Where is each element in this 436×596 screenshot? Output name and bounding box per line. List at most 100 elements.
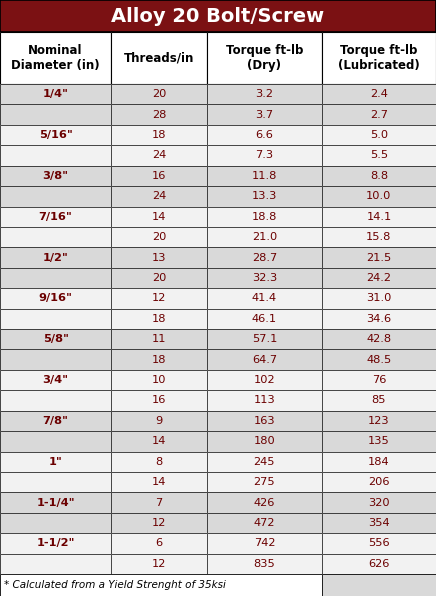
Bar: [207, 125, 322, 145]
Bar: [322, 574, 436, 596]
Text: 18: 18: [152, 355, 167, 365]
Bar: [0, 206, 111, 227]
Bar: [111, 554, 207, 574]
Text: 24: 24: [152, 150, 166, 160]
Text: 14: 14: [152, 477, 166, 487]
Bar: [111, 186, 207, 206]
Bar: [111, 247, 207, 268]
Text: 5.5: 5.5: [370, 150, 388, 160]
Bar: [322, 513, 436, 533]
Bar: [0, 247, 111, 268]
Text: 20: 20: [152, 273, 166, 283]
Bar: [207, 309, 322, 329]
Text: 16: 16: [152, 396, 166, 405]
Bar: [0, 329, 111, 349]
Text: 135: 135: [368, 436, 390, 446]
Bar: [322, 186, 436, 206]
Bar: [207, 186, 322, 206]
Bar: [207, 370, 322, 390]
Bar: [207, 431, 322, 452]
Bar: [322, 349, 436, 370]
Bar: [111, 309, 207, 329]
Text: 6: 6: [156, 538, 163, 548]
Bar: [322, 206, 436, 227]
Bar: [111, 492, 207, 513]
Text: 11: 11: [152, 334, 167, 344]
Bar: [207, 125, 322, 145]
Text: 1-1/2": 1-1/2": [36, 538, 75, 548]
Bar: [207, 32, 322, 84]
Bar: [0, 349, 111, 370]
Bar: [207, 390, 322, 411]
Bar: [111, 309, 207, 329]
Bar: [0, 492, 111, 513]
Bar: [207, 349, 322, 370]
Text: 42.8: 42.8: [366, 334, 392, 344]
Bar: [111, 431, 207, 452]
Bar: [322, 452, 436, 472]
Text: 31.0: 31.0: [366, 293, 392, 303]
Text: 16: 16: [152, 171, 166, 181]
Bar: [0, 452, 111, 472]
Bar: [0, 32, 111, 84]
Bar: [322, 247, 436, 268]
Text: 626: 626: [368, 559, 390, 569]
Bar: [207, 145, 322, 166]
Bar: [0, 390, 111, 411]
Bar: [111, 452, 207, 472]
Bar: [322, 227, 436, 247]
Text: 12: 12: [152, 559, 166, 569]
Bar: [0, 227, 111, 247]
Text: 275: 275: [254, 477, 275, 487]
Bar: [0, 186, 111, 206]
Text: 5/16": 5/16": [39, 130, 72, 140]
Bar: [111, 186, 207, 206]
Bar: [0, 32, 111, 84]
Bar: [322, 84, 436, 104]
Bar: [111, 268, 207, 288]
Bar: [0, 166, 111, 186]
Bar: [111, 104, 207, 125]
Bar: [0, 472, 111, 492]
Bar: [0, 554, 111, 574]
Bar: [207, 247, 322, 268]
Bar: [207, 533, 322, 554]
Bar: [207, 268, 322, 288]
Bar: [207, 309, 322, 329]
Bar: [111, 227, 207, 247]
Bar: [0, 349, 111, 370]
Bar: [0, 125, 111, 145]
Bar: [0, 0, 436, 32]
Bar: [322, 268, 436, 288]
Bar: [207, 370, 322, 390]
Text: 742: 742: [254, 538, 275, 548]
Bar: [111, 513, 207, 533]
Bar: [0, 125, 111, 145]
Bar: [207, 227, 322, 247]
Bar: [111, 411, 207, 431]
Bar: [111, 431, 207, 452]
Text: 1/2": 1/2": [43, 253, 68, 263]
Bar: [322, 104, 436, 125]
Text: 3.2: 3.2: [255, 89, 273, 99]
Bar: [207, 533, 322, 554]
Text: 10: 10: [152, 375, 167, 385]
Bar: [0, 288, 111, 309]
Text: 426: 426: [254, 498, 275, 508]
Text: 8.8: 8.8: [370, 171, 388, 181]
Text: 1-1/4": 1-1/4": [36, 498, 75, 508]
Bar: [207, 166, 322, 186]
Bar: [0, 513, 111, 533]
Text: 10.0: 10.0: [366, 191, 392, 201]
Bar: [111, 84, 207, 104]
Bar: [207, 492, 322, 513]
Bar: [207, 145, 322, 166]
Bar: [207, 472, 322, 492]
Bar: [207, 247, 322, 268]
Bar: [207, 472, 322, 492]
Bar: [111, 390, 207, 411]
Bar: [322, 166, 436, 186]
Text: 20: 20: [152, 232, 166, 242]
Text: Nominal
Diameter (in): Nominal Diameter (in): [11, 44, 100, 72]
Bar: [207, 411, 322, 431]
